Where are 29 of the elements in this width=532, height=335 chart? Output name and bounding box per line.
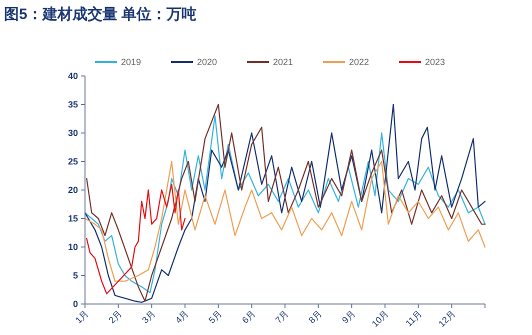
x-tick-label: 9月 [340,308,358,326]
legend-label: 2022 [349,57,370,68]
legend-label: 2023 [425,57,446,68]
y-tick-label: 5 [72,270,78,281]
y-tick-label: 25 [68,156,78,167]
y-tick-label: 10 [68,242,78,252]
y-tick-label: 0 [72,299,78,310]
y-tick-label: 20 [68,185,78,196]
x-tick-label: 12月 [436,308,458,329]
x-tick-label: 11月 [404,308,424,328]
x-tick-label: 1月 [73,308,90,326]
chart-title: 图5：建材成交量 单位：万吨 [4,5,197,23]
x-tick-label: 3月 [140,308,158,326]
legend-label: 2019 [121,57,142,68]
legend-label: 2021 [273,57,294,68]
y-tick-label: 15 [68,214,78,224]
y-tick-label: 35 [68,100,78,110]
y-tick-label: 40 [68,71,78,82]
x-tick-label: 2月 [106,308,124,326]
x-tick-label: 6月 [240,308,258,326]
line-series [84,160,486,282]
y-tick-label: 30 [68,128,78,138]
x-tick-label: 5月 [206,308,224,326]
x-tick-label: 10月 [370,308,390,329]
x-tick-label: 4月 [173,308,190,326]
legend-label: 2020 [197,57,218,68]
line-series [86,184,186,294]
x-tick-label: 8月 [306,308,324,326]
x-tick-label: 7月 [273,308,290,326]
